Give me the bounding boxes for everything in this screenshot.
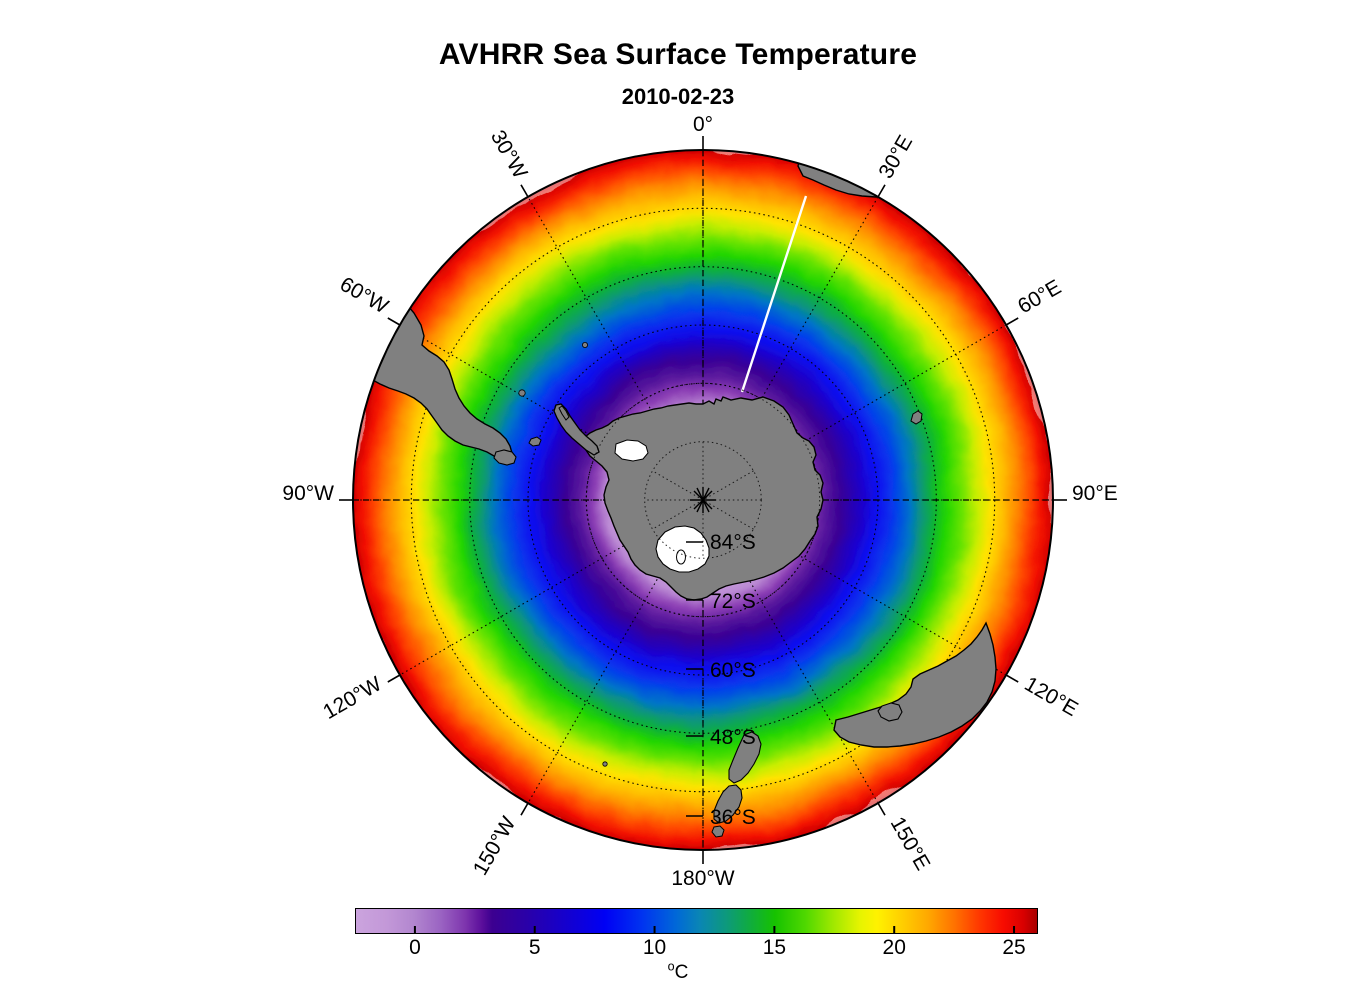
swath-gap-line	[740, 195, 808, 393]
island-bouvet	[582, 341, 589, 348]
land-new-zealand-south	[713, 784, 743, 824]
lon-label-60w: 60°W	[336, 273, 392, 319]
lat-label-60s: 60°S	[710, 659, 756, 682]
lon-label-150e: 150°E	[886, 813, 935, 874]
ice-shelf-ross	[655, 525, 710, 573]
lon-tick-60e	[1005, 317, 1019, 326]
lat-label-48s: 48°S	[710, 726, 756, 749]
polar-map[interactable]: 84°S 72°S 60°S 48°S 36°S	[0, 0, 1356, 900]
lon-label-90e: 90°E	[1072, 482, 1118, 505]
lat-label-36s: 36°S	[710, 806, 756, 829]
land-new-zealand-north	[728, 731, 762, 784]
degree-symbol: o	[667, 959, 675, 974]
land-stewart-island	[711, 825, 725, 838]
longitude-ticks	[339, 136, 1067, 864]
lon-label-0: 0°	[693, 113, 713, 136]
land-tasmania	[877, 702, 903, 722]
lon-tick-120w	[387, 674, 401, 683]
lon-label-180: 180°W	[671, 867, 734, 890]
lon-tick-120e	[1005, 674, 1019, 683]
lon-label-120e: 120°E	[1021, 672, 1082, 721]
ice-shelf-island	[676, 549, 686, 565]
cb-label-15: 15	[762, 936, 787, 959]
land-madagascar	[910, 410, 923, 425]
graticule-over-land	[585, 382, 821, 618]
colorbar-units: oC	[0, 959, 1356, 984]
cb-label-10: 10	[642, 936, 667, 959]
colorbar-gradient[interactable]	[355, 908, 1038, 934]
cb-label-25: 25	[1002, 936, 1026, 959]
lon-label-30e: 30°E	[874, 131, 917, 182]
lat-label-72s: 72°S	[710, 590, 756, 613]
swath-gap-stroke	[740, 195, 808, 393]
lon-label-30w: 30°W	[486, 126, 532, 182]
land-falklands	[528, 436, 542, 447]
cb-label-20: 20	[882, 936, 906, 959]
land-peninsula-islands	[558, 405, 570, 421]
meridian-120e	[399, 324, 1007, 676]
colorbar-tick-labels: 0 5 10 15 20 25	[355, 936, 1038, 964]
land-australia	[833, 621, 997, 748]
land-tierra-del-fuego	[493, 449, 517, 466]
lon-tick-60w	[387, 317, 401, 326]
island-small-sw	[602, 761, 608, 767]
lon-label-150w: 150°W	[469, 813, 521, 879]
meridian-60e	[399, 324, 1007, 676]
island-kerguelen	[518, 389, 526, 397]
colorbar[interactable]	[355, 908, 1038, 942]
latitude-labels: 84°S 72°S 60°S 48°S 36°S	[686, 531, 756, 829]
page-title: AVHRR Sea Surface Temperature	[438, 38, 918, 71]
ice-shelf-filchner	[614, 439, 649, 462]
cb-label-0: 0	[409, 936, 421, 959]
lon-label-120w: 120°W	[319, 672, 385, 724]
meridian-30e	[527, 196, 879, 804]
lon-tick-30w	[520, 184, 529, 198]
lon-label-60e: 60°E	[1014, 276, 1065, 319]
celsius-letter: C	[674, 962, 689, 983]
meridian-150e	[527, 196, 879, 804]
map-svg[interactable]: 84°S 72°S 60°S 48°S 36°S	[0, 0, 1356, 900]
lon-label-90w: 90°W	[282, 482, 334, 505]
south-pole-marker	[690, 487, 716, 513]
lon-tick-150e	[877, 802, 886, 816]
lat-label-84s: 84°S	[710, 531, 756, 554]
date-subtitle: 2010-02-23	[621, 84, 735, 109]
lon-tick-150w	[520, 802, 529, 816]
lon-tick-30e	[877, 184, 886, 198]
colorbar-ticks	[413, 926, 1016, 933]
cb-label-5: 5	[528, 936, 541, 959]
